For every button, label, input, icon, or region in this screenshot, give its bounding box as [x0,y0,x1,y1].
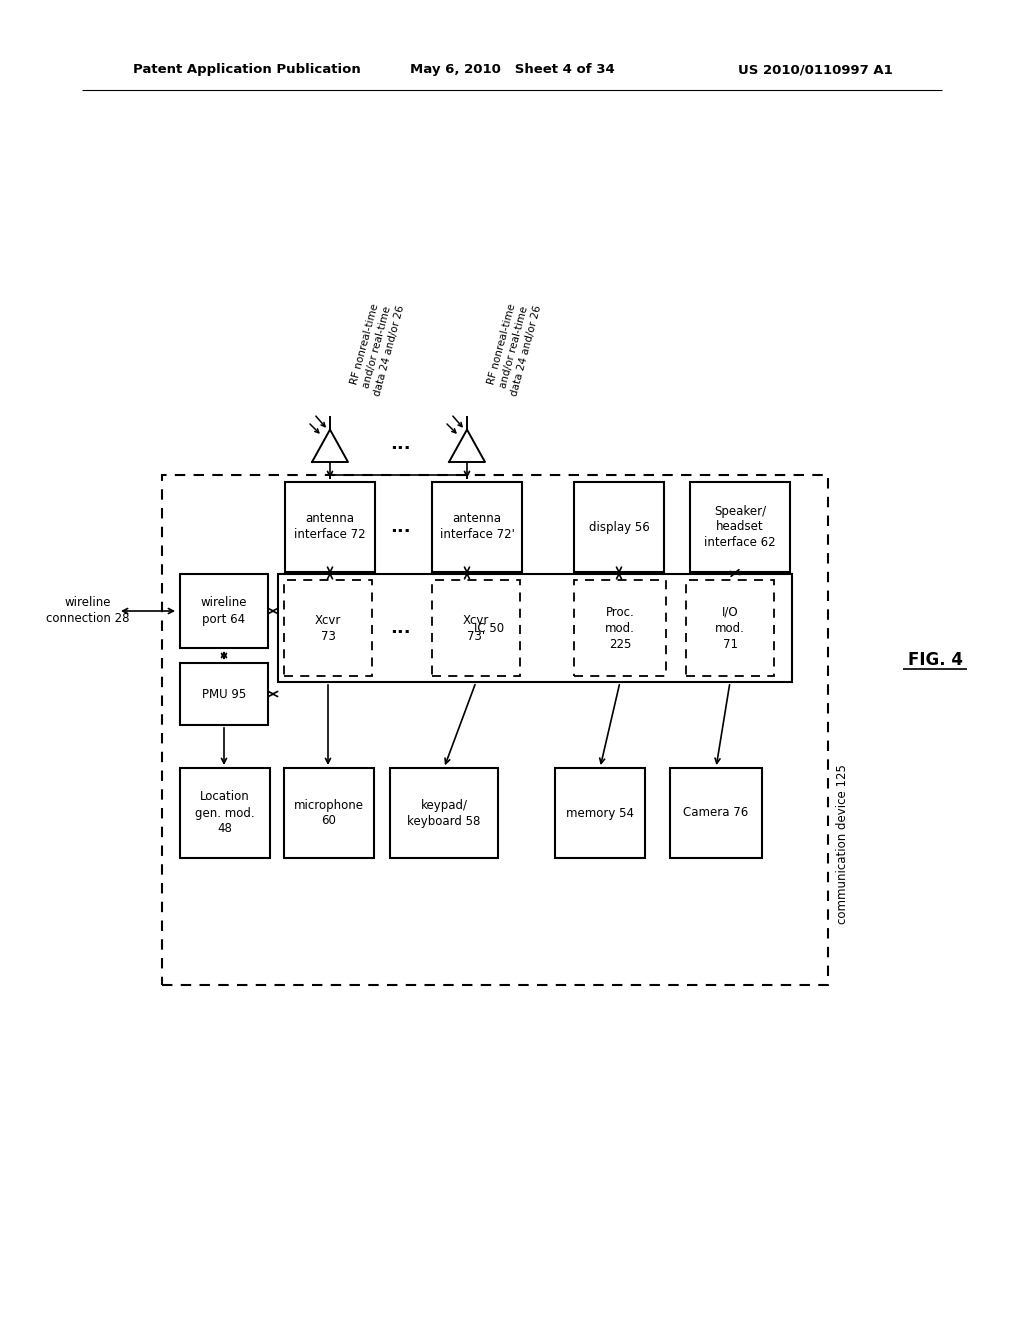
Text: PMU 95: PMU 95 [202,688,246,701]
Text: Location
gen. mod.
48: Location gen. mod. 48 [196,791,255,836]
Text: microphone
60: microphone 60 [294,799,364,828]
Bar [690,482,790,572]
Bar [162,475,828,985]
Bar [574,579,666,676]
Bar [686,579,774,676]
Bar [284,579,372,676]
Text: display 56: display 56 [589,520,649,533]
Text: keypad/
keyboard 58: keypad/ keyboard 58 [408,799,480,828]
Bar [555,768,645,858]
Text: RF nonreal-time
and/or real-time
data 24 and/or 26: RF nonreal-time and/or real-time data 24… [348,297,406,397]
Text: Patent Application Publication: Patent Application Publication [133,63,360,77]
Text: Speaker/
headset
interface 62: Speaker/ headset interface 62 [705,504,776,549]
Text: I/O
mod.
71: I/O mod. 71 [715,606,744,651]
Text: Xcvr
73': Xcvr 73' [463,614,489,643]
Bar [285,482,375,572]
Text: wireline
connection 28: wireline connection 28 [46,597,130,626]
Text: May 6, 2010   Sheet 4 of 34: May 6, 2010 Sheet 4 of 34 [410,63,614,77]
Text: ...: ... [390,436,411,453]
Text: antenna
interface 72': antenna interface 72' [439,512,514,541]
Text: Camera 76: Camera 76 [683,807,749,820]
Text: IC 50: IC 50 [474,622,504,635]
Bar [574,482,664,572]
Bar [670,768,762,858]
Text: RF nonreal-time
and/or real-time
data 24 and/or 26: RF nonreal-time and/or real-time data 24… [485,297,543,397]
Text: FIG. 4: FIG. 4 [907,651,963,669]
Bar [390,768,498,858]
Bar [180,768,270,858]
Text: ...: ... [390,619,411,638]
Bar [432,482,522,572]
Text: US 2010/0110997 A1: US 2010/0110997 A1 [738,63,893,77]
Text: Proc.
mod.
225: Proc. mod. 225 [605,606,635,651]
Text: wireline
port 64: wireline port 64 [201,597,247,626]
Text: Xcvr
73: Xcvr 73 [314,614,341,643]
Text: ...: ... [390,517,411,536]
Text: communication device 125: communication device 125 [836,764,849,924]
Bar [278,574,792,682]
Bar [180,574,268,648]
Text: memory 54: memory 54 [566,807,634,820]
Bar [432,579,520,676]
Bar [180,663,268,725]
Bar [284,768,374,858]
Text: antenna
interface 72: antenna interface 72 [294,512,366,541]
